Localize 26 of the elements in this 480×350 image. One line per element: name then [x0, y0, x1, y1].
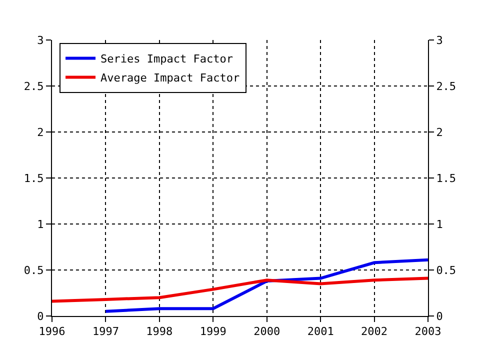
y-tick-label: 2.5 — [24, 80, 44, 93]
y-tick-label: 1.5 — [24, 172, 44, 185]
y-tick-label: 3 — [37, 34, 44, 47]
y-tick-label: 2 — [37, 126, 44, 139]
x-tick-label: 1996 — [38, 325, 66, 338]
x-tick-label: 2001 — [307, 325, 334, 338]
x-tick-label: 2000 — [254, 325, 280, 338]
y2-tick-label: 0 — [436, 310, 443, 323]
x-tick-label: 1999 — [200, 325, 226, 338]
x-tick-label: 1997 — [92, 325, 119, 338]
x-tick-label: 1998 — [146, 325, 173, 338]
legend-label: Series Impact Factor — [100, 52, 234, 66]
y-tick-label: 0.5 — [24, 264, 44, 277]
y2-tick-label: 2.5 — [436, 80, 456, 93]
y2-tick-label: 1.5 — [436, 172, 456, 185]
x-tick-label: 2003 — [414, 325, 442, 338]
y-tick-label: 0 — [37, 310, 44, 323]
y2-tick-label: 3 — [436, 34, 443, 47]
line-series — [52, 276, 428, 303]
y2-tick-label: 1 — [436, 218, 443, 231]
y2-tick-label: 0.5 — [436, 264, 456, 277]
x-tick-label: 2002 — [361, 325, 388, 338]
legend-label: Average Impact Factor — [100, 72, 240, 85]
y-tick-label: 1 — [37, 218, 44, 231]
line-series — [104, 258, 428, 313]
y2-tick-label: 2 — [436, 126, 443, 139]
